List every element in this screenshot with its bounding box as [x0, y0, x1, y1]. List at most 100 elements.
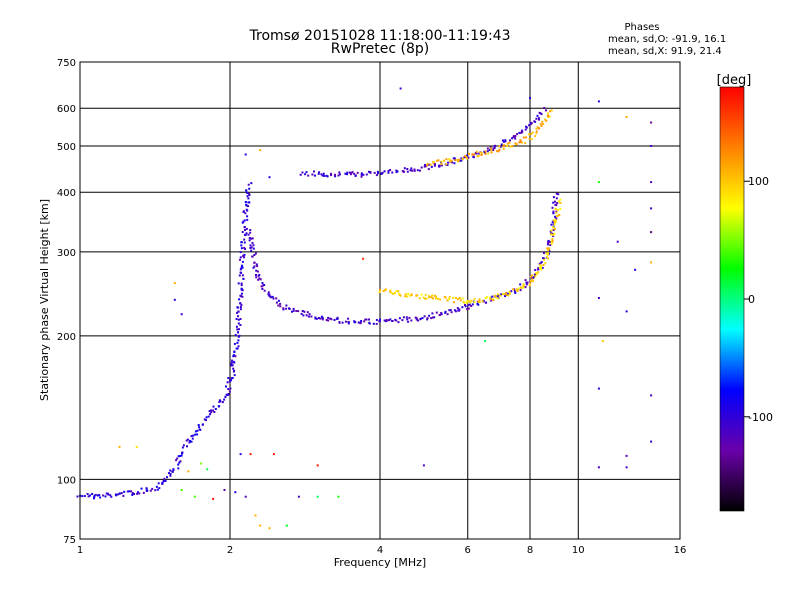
trace-mark	[516, 290, 519, 292]
trace-mark	[395, 290, 398, 293]
trace-mark	[399, 294, 402, 297]
trace-mark	[473, 301, 476, 303]
trace-mark	[454, 159, 457, 162]
trace-mark	[489, 147, 492, 150]
trace-mark	[235, 318, 238, 320]
trace-mark	[499, 145, 502, 148]
trace-mark	[538, 127, 541, 130]
trace-mark	[433, 294, 436, 297]
data-point	[268, 176, 271, 179]
trace-mark	[440, 160, 443, 163]
trace-mark	[130, 490, 133, 493]
trace-mark	[275, 301, 278, 304]
trace-mark	[478, 298, 481, 301]
trace-mark	[232, 367, 235, 370]
trace-mark	[242, 277, 245, 280]
trace-mark	[241, 295, 244, 298]
trace-mark	[528, 124, 531, 127]
trace-mark	[372, 322, 375, 325]
trace-mark	[240, 303, 243, 306]
data-point	[337, 495, 340, 498]
trace-mark	[476, 303, 479, 305]
trace-mark	[179, 460, 182, 463]
trace-mark	[341, 321, 344, 324]
trace-mark	[404, 295, 406, 298]
trace-mark	[198, 426, 201, 429]
trace-mark	[517, 287, 520, 290]
trace-mark	[123, 490, 126, 493]
trace-mark	[244, 248, 247, 251]
trace-mark	[537, 271, 540, 274]
trace-mark	[544, 118, 547, 121]
trace-mark	[311, 173, 314, 176]
trace-mark	[302, 314, 305, 317]
trace-mark	[555, 197, 558, 200]
trace-mark	[243, 226, 246, 229]
trace-mark	[364, 318, 367, 321]
trace-mark	[542, 257, 545, 260]
trace-mark	[260, 285, 263, 288]
trace-mark	[240, 247, 243, 250]
trace-mark	[89, 494, 91, 497]
trace-mark	[255, 269, 258, 272]
trace-mark	[277, 304, 280, 307]
trace-mark	[334, 175, 337, 178]
trace-mark	[178, 461, 181, 464]
trace-mark	[531, 276, 533, 279]
y-tick-label: 200	[57, 332, 76, 343]
trace-mark	[230, 379, 232, 382]
trace-mark	[389, 318, 392, 321]
trace-mark	[233, 351, 236, 354]
trace-mark	[177, 467, 180, 470]
trace-mark	[524, 279, 527, 282]
trace-mark	[128, 490, 131, 493]
y-tick-label: 750	[57, 58, 76, 69]
trace-mark	[529, 275, 532, 278]
trace-mark	[243, 246, 246, 249]
trace-mark	[531, 274, 534, 277]
trace-mark	[272, 297, 275, 300]
trace-mark	[438, 164, 440, 167]
trace-mark	[420, 293, 423, 296]
trace-mark	[528, 133, 531, 136]
trace-mark	[344, 320, 347, 323]
data-point	[239, 453, 242, 456]
trace-mark	[448, 309, 451, 312]
trace-mark	[522, 284, 525, 287]
trace-mark	[405, 316, 408, 319]
trace-mark	[456, 307, 459, 310]
data-point	[650, 145, 653, 147]
trace-mark	[398, 293, 401, 295]
trace-mark	[407, 292, 410, 295]
trace-mark	[196, 433, 199, 436]
trace-mark	[409, 169, 412, 172]
trace-mark	[422, 296, 425, 299]
trace-mark	[552, 196, 555, 199]
trace-mark	[533, 273, 536, 276]
trace-mark	[389, 290, 392, 293]
trace-mark	[365, 318, 368, 321]
trace-mark	[237, 322, 240, 325]
trace-mark	[236, 328, 239, 331]
trace-mark	[247, 197, 250, 200]
x-axis-label: Frequency [MHz]	[334, 556, 426, 569]
trace-mark	[418, 297, 421, 300]
phases-x-line: mean, sd,X: 91.9, 21.4	[608, 46, 722, 57]
trace-mark	[474, 152, 477, 154]
trace-mark	[330, 172, 332, 175]
trace-mark	[432, 316, 434, 319]
trace-mark	[495, 150, 498, 153]
trace-mark	[448, 295, 451, 298]
trace-mark	[169, 474, 172, 477]
trace-mark	[452, 157, 455, 160]
trace-mark	[176, 457, 179, 460]
trace-mark	[228, 390, 231, 393]
trace-mark	[458, 308, 461, 311]
trace-mark	[513, 290, 516, 293]
trace-mark	[300, 312, 303, 315]
trace-mark	[500, 143, 503, 146]
trace-mark	[212, 405, 215, 408]
x-tick-label: 8	[527, 545, 533, 556]
trace-mark	[479, 151, 482, 154]
trace-mark	[233, 374, 236, 377]
